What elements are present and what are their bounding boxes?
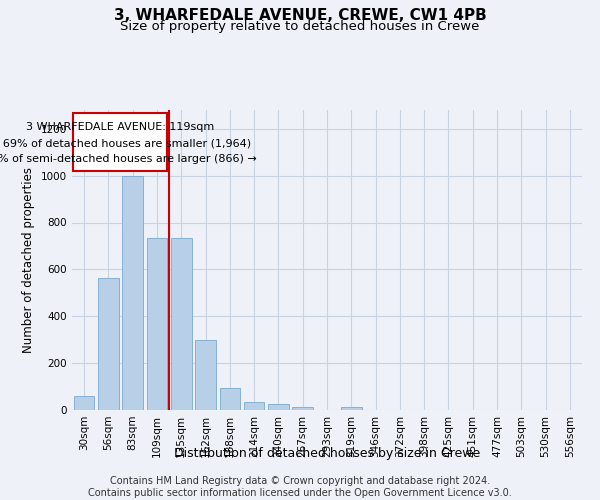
Text: Size of property relative to detached houses in Crewe: Size of property relative to detached ho… <box>121 20 479 33</box>
Text: ← 69% of detached houses are smaller (1,964): ← 69% of detached houses are smaller (1,… <box>0 138 251 148</box>
Bar <box>146 238 167 410</box>
Bar <box>220 388 240 410</box>
Bar <box>171 238 191 410</box>
Bar <box>98 278 119 410</box>
Bar <box>195 340 216 410</box>
Text: Distribution of detached houses by size in Crewe: Distribution of detached houses by size … <box>174 448 480 460</box>
Bar <box>244 402 265 410</box>
Bar <box>74 396 94 410</box>
FancyBboxPatch shape <box>73 113 167 171</box>
Y-axis label: Number of detached properties: Number of detached properties <box>22 167 35 353</box>
Bar <box>122 176 143 410</box>
Bar <box>268 404 289 410</box>
Text: 3, WHARFEDALE AVENUE, CREWE, CW1 4PB: 3, WHARFEDALE AVENUE, CREWE, CW1 4PB <box>113 8 487 22</box>
Text: Contains HM Land Registry data © Crown copyright and database right 2024.
Contai: Contains HM Land Registry data © Crown c… <box>88 476 512 498</box>
Text: 31% of semi-detached houses are larger (866) →: 31% of semi-detached houses are larger (… <box>0 154 257 164</box>
Text: 3 WHARFEDALE AVENUE: 119sqm: 3 WHARFEDALE AVENUE: 119sqm <box>26 122 214 132</box>
Bar <box>292 407 313 410</box>
Bar <box>341 407 362 410</box>
